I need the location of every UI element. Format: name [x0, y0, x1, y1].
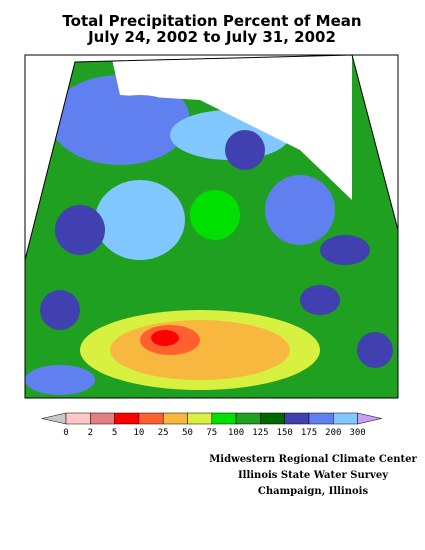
legend-label: 5 [112, 428, 117, 438]
legend-label: 300 [349, 428, 365, 438]
legend-label: 100 [228, 428, 244, 438]
title: Total Precipitation Percent of Mean [62, 12, 361, 30]
legend-swatch [308, 412, 334, 425]
legend-label: 10 [133, 428, 144, 438]
credit: Midwestern Regional Climate Center [209, 454, 417, 465]
legend-label: 25 [158, 428, 169, 438]
legend-swatch [187, 412, 213, 425]
legend-swatch [284, 412, 310, 425]
legend-swatch [333, 412, 358, 425]
legend-swatch [260, 412, 285, 425]
legend-label: 150 [277, 428, 293, 438]
legend-swatch [211, 412, 237, 425]
subtitle: July 24, 2002 to July 31, 2002 [87, 28, 336, 46]
legend-swatch [65, 412, 91, 425]
legend-above [357, 412, 382, 425]
legend-below [41, 412, 67, 425]
legend-swatch [90, 412, 115, 425]
legend-swatch [138, 412, 164, 425]
legend-label: 175 [301, 428, 317, 438]
legend-label: 75 [206, 428, 217, 438]
precip-map [25, 55, 398, 398]
credit: Illinois State Water Survey [238, 470, 389, 481]
legend-label: 2 [88, 428, 93, 438]
legend-label: 0 [63, 428, 68, 438]
legend-label: 50 [182, 428, 193, 438]
legend-swatch [235, 412, 261, 425]
legend-swatch [162, 412, 188, 425]
credit: Champaign, Illinois [258, 486, 369, 497]
legend-label: 200 [325, 428, 341, 438]
legend: 0 2 5 10 25 50 75 100 125 150 175 200 300 [41, 412, 382, 438]
map-frame [24, 54, 399, 399]
legend-swatch [114, 412, 140, 425]
legend-label: 125 [252, 428, 268, 438]
